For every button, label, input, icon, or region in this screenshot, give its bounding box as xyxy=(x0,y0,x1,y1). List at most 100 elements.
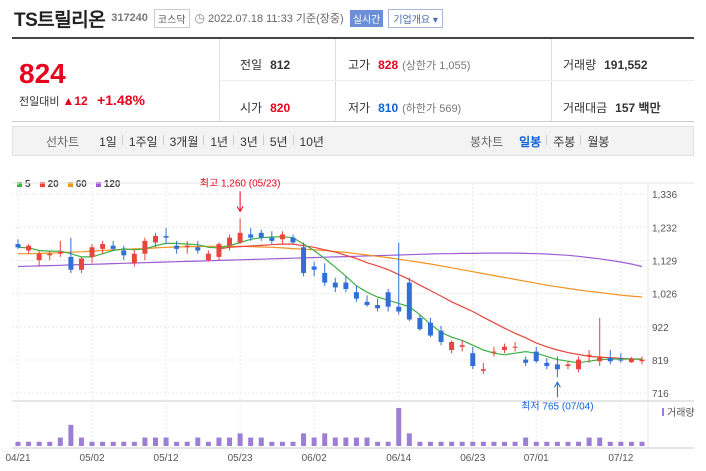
candle-body xyxy=(523,359,529,363)
candle-body xyxy=(216,244,222,257)
change-percent: +1.48% xyxy=(97,92,145,108)
candle-body xyxy=(78,258,84,270)
candle-body xyxy=(163,236,169,238)
current-price: 824 xyxy=(19,58,66,89)
volume-bar xyxy=(290,441,296,446)
candle-body xyxy=(406,282,412,320)
volume-bar xyxy=(491,441,497,446)
candle-body xyxy=(237,232,243,243)
volume-bar xyxy=(544,441,550,446)
period-5y[interactable]: 5년 xyxy=(262,133,294,150)
candle-daily[interactable]: 일봉 xyxy=(519,134,542,149)
candle-chart-label: 봉차트 xyxy=(470,134,504,149)
ma20-line xyxy=(218,243,643,360)
legend-ma20[interactable]: 20 xyxy=(39,179,59,190)
volume-bar xyxy=(449,441,455,446)
candlestick-chart[interactable]: 1,336 1,232 1,129 1,026 922 819 716 04/21 05/02 0… xyxy=(0,170,706,471)
x-tick-label: 06/14 xyxy=(386,453,411,464)
period-10y[interactable]: 10년 xyxy=(292,133,330,150)
volume-bar xyxy=(375,441,381,446)
candle-body xyxy=(639,359,645,362)
candle-body xyxy=(586,354,592,357)
volume-bar xyxy=(100,441,106,446)
x-tick-label: 05/02 xyxy=(80,453,105,464)
candle-body xyxy=(131,253,137,264)
candle-body xyxy=(269,237,275,241)
volume-bar xyxy=(195,437,201,446)
candle-body xyxy=(396,306,402,312)
volume-bar xyxy=(142,437,148,446)
volume-bar xyxy=(502,441,508,446)
candle-body xyxy=(290,237,296,243)
trade-amount: 거래대금 157 백만 xyxy=(563,101,661,115)
y-tick-label: 1,336 xyxy=(652,190,677,201)
volume-bar xyxy=(131,441,137,446)
candle-body xyxy=(533,351,539,362)
period-1w[interactable]: 1주일 xyxy=(121,133,164,150)
high-price: 고가 828 (상한가 1,055) xyxy=(348,58,471,72)
candle-body xyxy=(121,250,127,256)
period-1d[interactable]: 1일 xyxy=(99,134,117,149)
divider xyxy=(220,80,694,81)
volume-bar xyxy=(533,441,539,446)
volume-bar xyxy=(57,437,63,446)
chart-legend: 5 20 60 120 xyxy=(17,179,130,190)
candle-monthly[interactable]: 월봉 xyxy=(580,133,615,150)
y-tick-label: 716 xyxy=(652,389,669,400)
stock-name[interactable]: TS트릴리온 xyxy=(14,9,106,31)
volume-bar xyxy=(258,437,264,446)
volume-bar xyxy=(565,441,571,446)
volume-bar xyxy=(248,437,254,446)
up-arrow-icon: ▲ xyxy=(62,94,75,108)
candle-body xyxy=(26,245,32,251)
candle-body xyxy=(100,244,106,249)
candle-body xyxy=(618,359,624,361)
volume-bar xyxy=(639,441,645,446)
candle-body xyxy=(184,245,190,248)
x-tick-label: 07/12 xyxy=(608,453,633,464)
candle-body xyxy=(597,356,603,362)
volume-bar xyxy=(237,433,243,446)
candle-weekly[interactable]: 주봉 xyxy=(546,133,581,150)
candle-body xyxy=(57,252,63,254)
candle-body xyxy=(89,247,95,257)
candle-body xyxy=(174,245,180,249)
legend-ma120[interactable]: 120 xyxy=(95,179,121,190)
candle-body xyxy=(449,341,455,350)
volume-bar xyxy=(279,441,285,446)
candle-body xyxy=(110,245,116,249)
volume-bar xyxy=(121,441,127,446)
candle-body xyxy=(417,317,423,330)
live-badge[interactable]: 실시간 xyxy=(349,9,384,27)
period-3m[interactable]: 3개월 xyxy=(162,133,205,150)
candle-body xyxy=(628,358,634,363)
volume-bar xyxy=(396,408,402,446)
candle-body xyxy=(322,272,328,283)
timestamp: 2022.07.18 11:33 기준(장중) xyxy=(208,13,344,25)
period-3y[interactable]: 3년 xyxy=(233,133,264,150)
candle-body xyxy=(353,292,359,299)
y-tick-label: 1,026 xyxy=(652,290,677,301)
legend-ma60[interactable]: 60 xyxy=(67,179,87,190)
volume-bar xyxy=(184,441,190,446)
company-info-dropdown[interactable]: 기업개요 ▾ xyxy=(388,8,443,28)
volume-bar xyxy=(26,441,32,446)
legend-ma5[interactable]: 5 xyxy=(17,179,31,190)
y-tick-label: 819 xyxy=(652,356,669,367)
candle-body xyxy=(470,353,476,367)
period-1y[interactable]: 1년 xyxy=(203,133,234,150)
candle-body xyxy=(152,236,158,243)
candle-body xyxy=(607,358,613,362)
volume-bar xyxy=(110,441,116,446)
candle-body xyxy=(438,330,444,342)
volume-bar xyxy=(586,437,592,446)
candle-body xyxy=(301,247,307,273)
candle-body xyxy=(332,282,338,288)
x-tick-label: 06/23 xyxy=(460,453,485,464)
volume-bar xyxy=(68,424,74,446)
market-badge: 코스닥 xyxy=(153,8,190,28)
candle-body xyxy=(480,369,486,371)
volume-bar xyxy=(227,437,233,446)
y-tick-label: 1,129 xyxy=(652,256,677,267)
